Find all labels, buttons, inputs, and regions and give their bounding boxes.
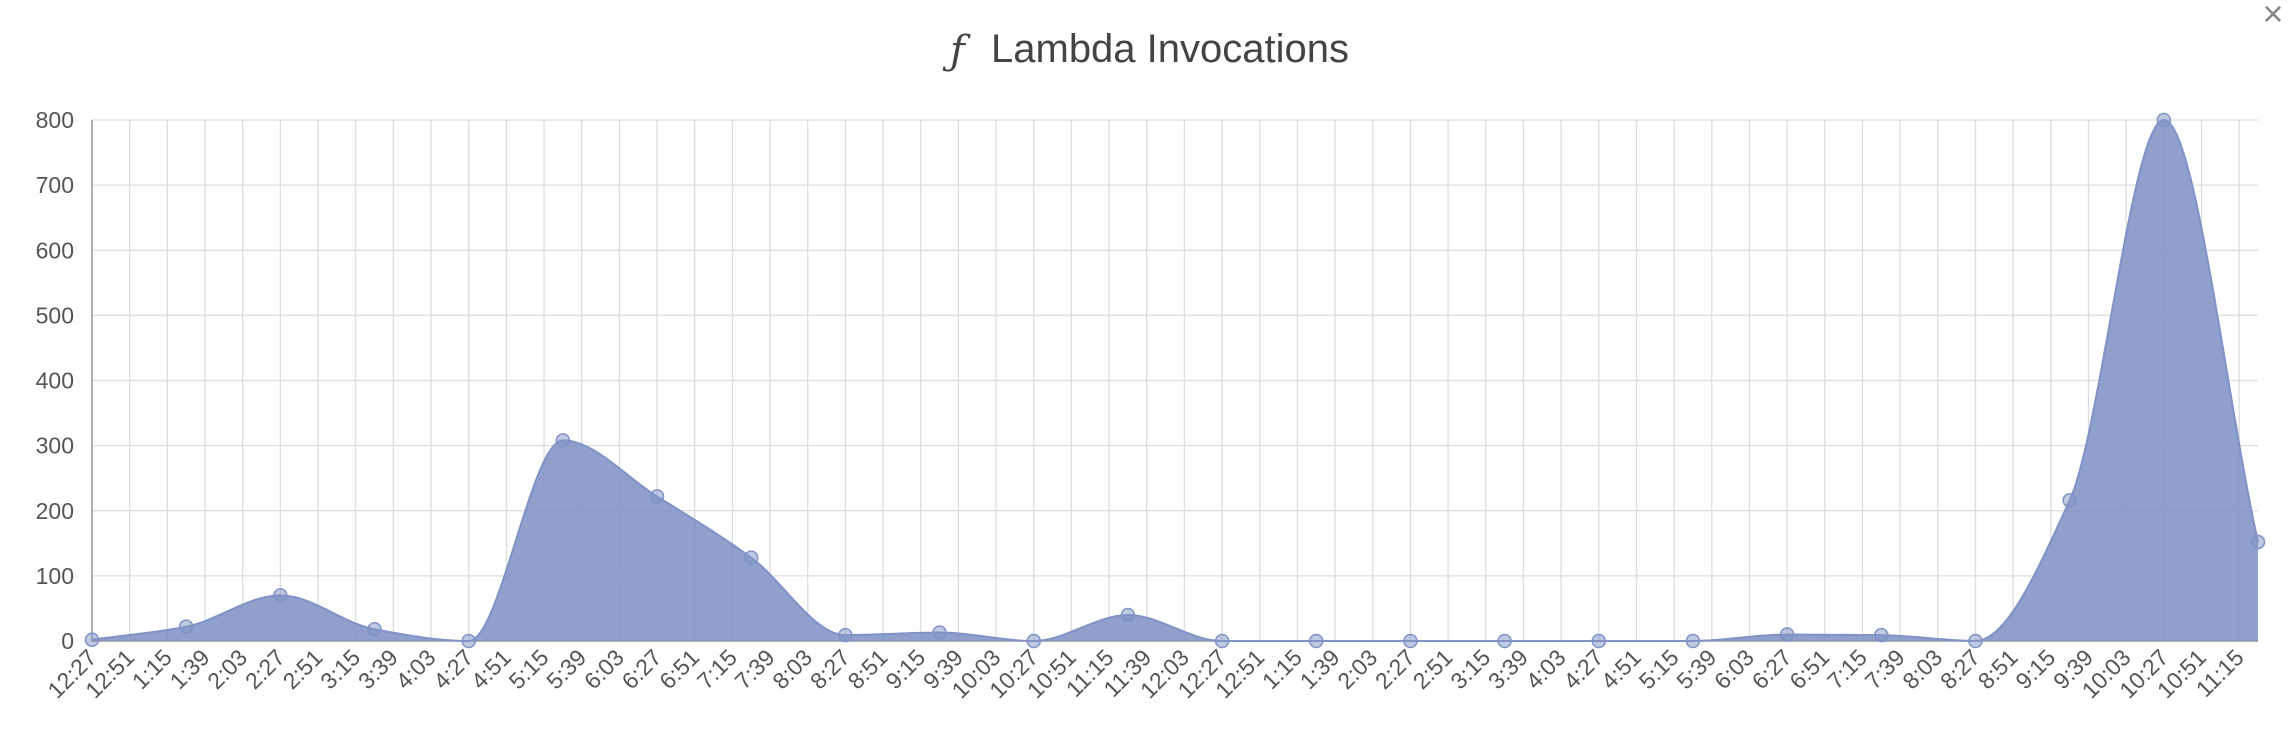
x-tick-label: 4:03	[1521, 644, 1571, 694]
point	[1120, 607, 1136, 623]
x-tick-label: 5:15	[504, 644, 554, 694]
x-tick-label: 9:15	[2010, 644, 2060, 694]
x-tick-label: 3:15	[1445, 644, 1495, 694]
y-tick-label: 0	[61, 628, 74, 654]
point	[1874, 627, 1889, 643]
x-tick-label: 7:15	[1822, 644, 1872, 694]
x-tick-label: 2:03	[202, 644, 252, 694]
x-tick-label: 6:27	[617, 644, 667, 694]
point	[2062, 493, 2077, 508]
y-tick-label: 300	[36, 433, 74, 459]
x-tick-label: 6:03	[579, 644, 629, 694]
x-tick-label: 1:15	[1257, 644, 1307, 694]
y-tick-label: 600	[36, 237, 74, 263]
x-tick-label: 4:27	[1558, 644, 1608, 694]
y-tick-label: 100	[36, 563, 74, 589]
point	[1026, 633, 1041, 649]
y-tick-label: 700	[36, 172, 74, 198]
point	[1968, 633, 1983, 649]
point	[649, 489, 665, 504]
point	[1309, 633, 1324, 649]
chart-title: Lambda Invocations	[991, 27, 1349, 71]
x-tick-label: 2:51	[1408, 644, 1458, 694]
y-tick-label: 500	[36, 302, 74, 328]
x-tick-label: 4:27	[428, 644, 478, 694]
x-tick-label: 4:51	[466, 644, 516, 694]
x-tick-label: 5:39	[1671, 644, 1721, 694]
point	[1214, 633, 1230, 649]
x-tick-label: 7:15	[692, 644, 742, 694]
x-tick-label: 6:27	[1747, 644, 1797, 694]
point	[838, 627, 853, 643]
x-tick-label: 8:27	[1935, 644, 1985, 694]
x-tick-label: 2:27	[1370, 644, 1420, 694]
y-tick-label: 800	[36, 107, 74, 133]
point	[1403, 633, 1418, 649]
point	[2156, 112, 2172, 128]
x-tick-label: 1:15	[127, 644, 177, 694]
x-tick-label: 8:03	[767, 644, 817, 694]
point	[367, 622, 382, 637]
x-tick-label: 2:03	[1332, 644, 1382, 694]
point	[84, 632, 100, 647]
x-tick-label: 7:39	[1860, 644, 1910, 694]
x-tick-label: 1:39	[1295, 644, 1345, 694]
x-tick-label: 8:27	[805, 644, 855, 694]
x-tick-label: 5:39	[541, 644, 591, 694]
x-tick-label: 5:15	[1634, 644, 1684, 694]
x-tick-label: 4:03	[391, 644, 441, 694]
x-tick-label: 2:27	[240, 644, 290, 694]
title-icon: ƒ	[942, 28, 971, 74]
point	[932, 625, 947, 640]
x-tick-label: 8:03	[1897, 644, 1947, 694]
x-tick-label: 8:51	[843, 644, 893, 694]
point	[178, 619, 194, 634]
point	[743, 550, 759, 565]
close-button[interactable]: ×	[2262, 0, 2283, 34]
x-tick-label: 3:39	[353, 644, 403, 694]
point	[461, 633, 476, 649]
x-tick-label: 6:03	[1709, 644, 1759, 694]
y-tick-label: 200	[36, 498, 74, 524]
point	[2250, 534, 2266, 550]
x-tick-label: 7:39	[730, 644, 780, 694]
x-tick-label: 4:51	[1596, 644, 1646, 694]
x-tick-label: 9:15	[880, 644, 930, 694]
point	[555, 433, 571, 448]
x-tick-label: 8:51	[1973, 644, 2023, 694]
point	[1779, 627, 1795, 642]
point	[1497, 633, 1512, 649]
x-tick-label: 3:39	[1483, 644, 1533, 694]
x-tick-label: 6:51	[1784, 644, 1834, 694]
y-tick-label: 400	[36, 368, 74, 394]
point	[1591, 633, 1607, 649]
x-tick-label: 3:15	[315, 644, 365, 694]
x-tick-label: 1:39	[165, 644, 215, 694]
x-tick-label: 6:51	[654, 644, 704, 694]
point	[273, 588, 288, 603]
point	[1685, 633, 1701, 649]
x-tick-label: 2:51	[278, 644, 328, 694]
area	[92, 120, 2258, 641]
